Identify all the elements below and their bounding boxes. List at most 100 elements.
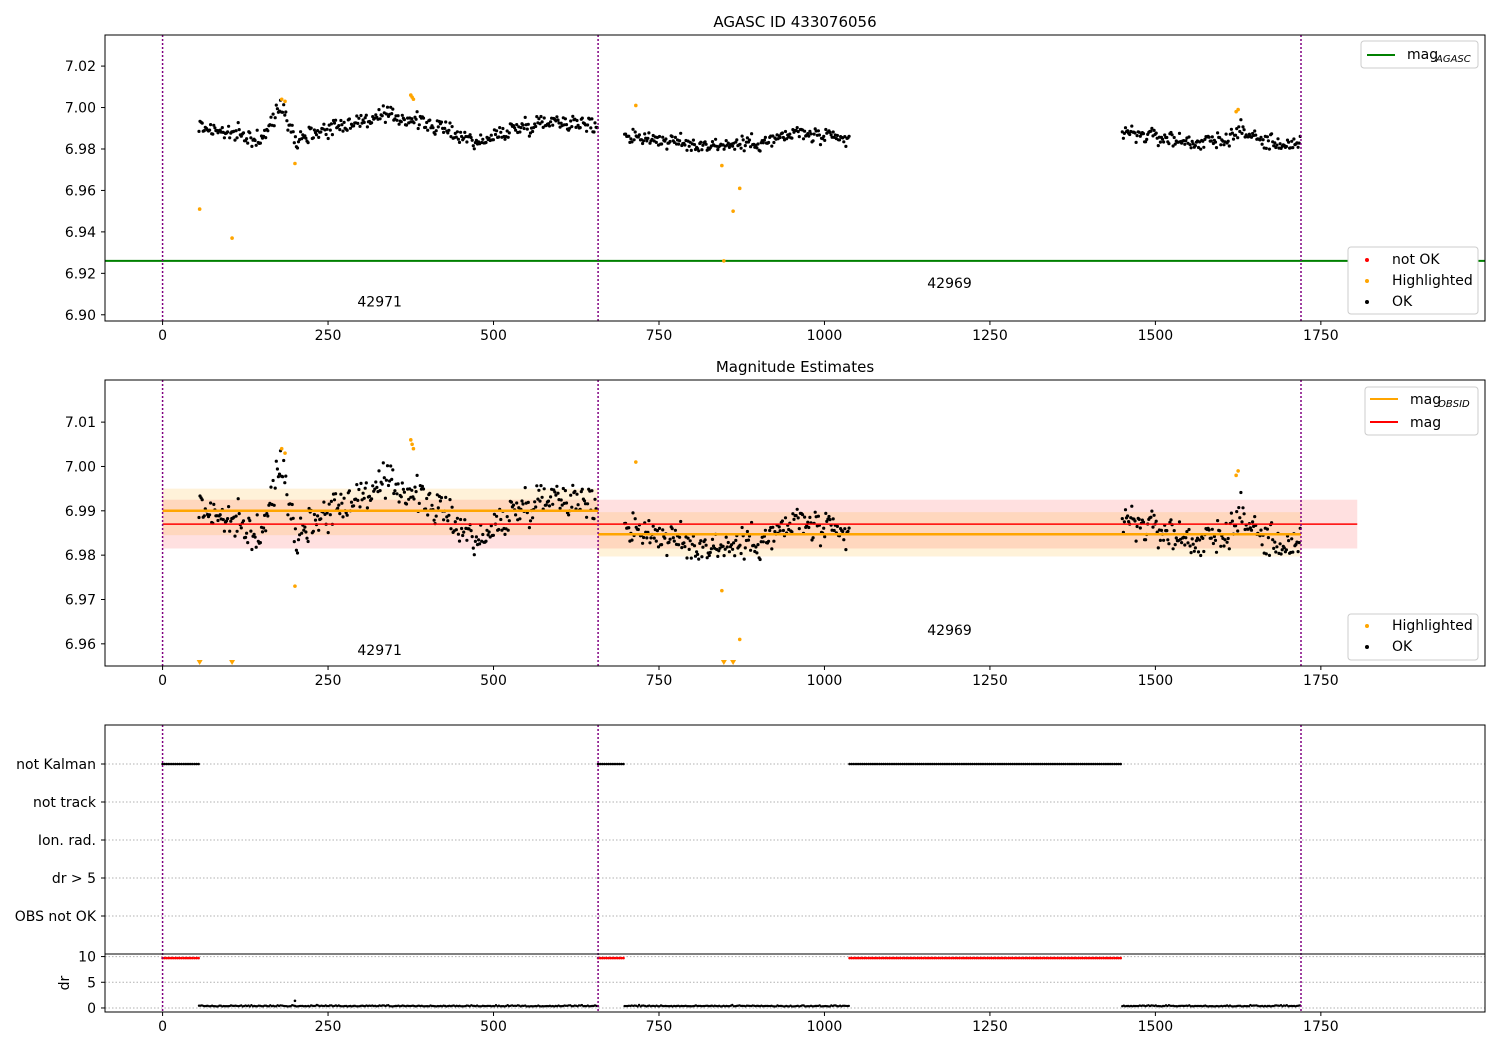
magnitude-ok-point	[1166, 538, 1170, 542]
not-kalman-marker	[880, 762, 883, 766]
not-kalman-marker	[966, 762, 970, 766]
dr-high-marker	[605, 956, 608, 960]
magnitude-x-tick-label: 1750	[1303, 673, 1339, 689]
agasc-ok-point	[1202, 145, 1206, 149]
agasc-ok-point	[322, 122, 326, 126]
magnitude-ok-point	[1183, 543, 1187, 547]
agasc-ok-point	[1134, 140, 1138, 144]
magnitude-ok-point	[1185, 530, 1189, 534]
magnitude-ok-point	[546, 499, 551, 503]
agasc-ok-point	[1267, 147, 1272, 151]
agasc-ok-point	[295, 146, 300, 150]
agasc-ok-point	[1216, 131, 1220, 135]
not-kalman-marker	[190, 762, 194, 766]
not-kalman-marker	[1060, 762, 1063, 766]
magnitude-ok-point	[265, 511, 269, 516]
magnitude-ok-point	[553, 490, 557, 494]
dr-high-marker	[1005, 956, 1008, 960]
magnitude-ok-point	[803, 515, 807, 519]
agasc-ok-point	[679, 131, 683, 135]
dr-high-marker	[905, 956, 909, 960]
magnitude-ok-point	[1253, 515, 1257, 519]
agasc-ok-point	[1123, 126, 1128, 130]
magnitude-ok-point	[1184, 536, 1188, 540]
agasc-ok-point	[678, 139, 682, 143]
dr-high-marker	[1089, 956, 1093, 960]
agasc-y-tick-label: 6.96	[65, 183, 96, 199]
legend-mag-label: mag	[1410, 415, 1441, 431]
magnitude-obsid-label: 42971	[357, 643, 402, 659]
agasc-ok-point	[434, 129, 438, 133]
agasc-y-tick-label: 7.02	[65, 59, 96, 75]
magnitude-ok-point	[1198, 538, 1202, 542]
agasc-ok-point	[324, 132, 328, 137]
magnitude-ok-point	[381, 461, 385, 465]
not-kalman-marker	[918, 762, 921, 766]
magnitude-ok-point	[407, 497, 411, 501]
not-kalman-marker	[182, 762, 186, 766]
magnitude-ok-point	[531, 516, 535, 520]
magnitude-ok-point	[726, 540, 730, 545]
dr-high-marker	[941, 956, 945, 960]
legend-not-ok-label: not OK	[1392, 252, 1440, 268]
agasc-ok-point	[1224, 132, 1228, 136]
not-kalman-marker	[911, 762, 915, 766]
not-kalman-marker	[1045, 762, 1048, 766]
magnitude-ok-point	[1248, 526, 1252, 530]
magnitude-ok-point	[754, 545, 758, 549]
magnitude-ok-point	[1133, 519, 1137, 523]
magnitude-ok-point	[352, 504, 356, 508]
magnitude-ok-point	[1239, 490, 1243, 495]
agasc-ok-point	[383, 120, 387, 124]
magnitude-ok-point	[293, 527, 297, 531]
agasc-ok-point	[395, 118, 399, 122]
magnitude-ok-point	[432, 518, 436, 522]
not-kalman-marker	[178, 762, 181, 766]
agasc-ok-point	[286, 128, 290, 132]
dr-high-marker	[182, 956, 186, 960]
agasc-ok-point	[642, 139, 646, 143]
not-kalman-marker	[1049, 762, 1053, 766]
magnitude-ok-point	[564, 501, 569, 505]
agasc-ok-point	[749, 145, 753, 149]
agasc-ok-point	[241, 131, 246, 135]
agasc-ok-point	[1292, 137, 1296, 141]
magnitude-ok-point	[1265, 527, 1269, 531]
agasc-ok-point	[352, 124, 356, 128]
agasc-ok-point	[1238, 129, 1242, 134]
magnitude-ok-point	[212, 502, 216, 506]
agasc-highlighted-point	[230, 236, 234, 240]
magnitude-ok-point	[197, 515, 201, 520]
magnitude-ok-point	[221, 518, 225, 522]
agasc-ok-point	[1126, 129, 1130, 133]
not-kalman-marker	[1074, 762, 1078, 766]
agasc-ok-point	[731, 144, 735, 148]
magnitude-ok-point	[1211, 541, 1215, 546]
magnitude-ok-point	[247, 516, 251, 520]
magnitude-panel: Magnitude Estimates 42971 42969 0 250 500 75…	[65, 358, 1486, 689]
magnitude-ok-point	[271, 478, 275, 483]
magnitude-ok-point	[1152, 513, 1156, 517]
agasc-ok-point	[755, 146, 759, 150]
not-kalman-marker	[1072, 762, 1076, 766]
magnitude-ok-point	[328, 513, 332, 517]
dr-high-marker	[875, 956, 879, 960]
not-kalman-marker	[869, 762, 873, 766]
not-kalman-marker	[180, 762, 183, 766]
agasc-ok-point	[235, 136, 239, 140]
magnitude-ok-point	[630, 538, 634, 542]
legend-highlighted-label: Highlighted	[1392, 273, 1473, 289]
not-kalman-marker	[603, 762, 606, 766]
not-kalman-marker	[163, 762, 166, 766]
magnitude-ok-point	[226, 517, 230, 521]
not-kalman-marker	[960, 762, 964, 766]
magnitude-ok-point	[386, 483, 391, 488]
agasc-ok-point	[822, 134, 826, 138]
not-kalman-marker	[1000, 762, 1004, 766]
agasc-ok-point	[1260, 142, 1264, 146]
agasc-ok-point	[643, 132, 647, 136]
not-kalman-marker	[950, 762, 953, 766]
magnitude-ok-point	[1123, 508, 1128, 512]
agasc-ok-point	[479, 133, 483, 137]
magnitude-ok-point	[520, 499, 524, 503]
